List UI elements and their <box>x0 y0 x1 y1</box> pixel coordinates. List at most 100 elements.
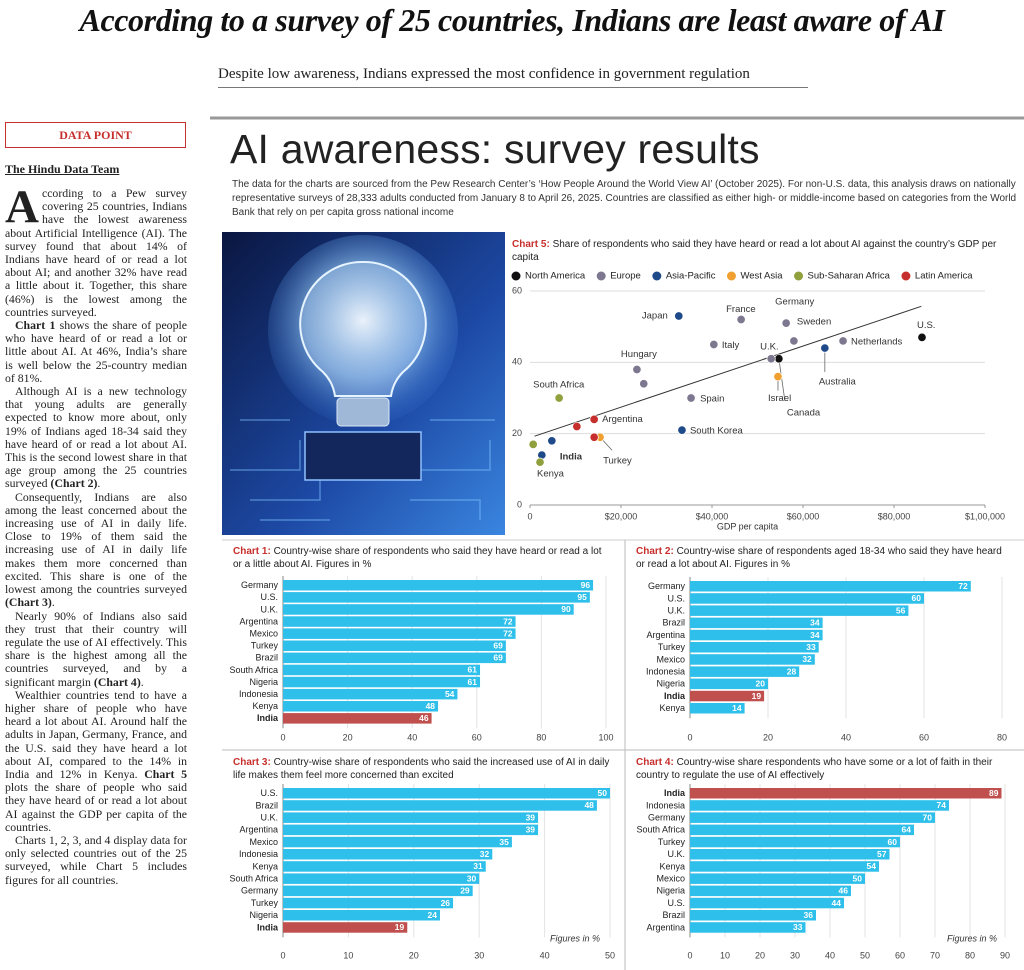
legend-label: Europe <box>610 271 641 282</box>
value-label: 60 <box>888 837 898 847</box>
point <box>781 318 791 328</box>
value-label: 48 <box>584 800 594 810</box>
bar <box>283 897 454 909</box>
point <box>589 414 599 424</box>
bar <box>283 812 539 823</box>
point <box>709 339 719 350</box>
value-label: 28 <box>787 666 797 676</box>
value-label: 72 <box>503 616 513 626</box>
y-tick-label: 20 <box>512 428 522 438</box>
bar <box>283 885 473 897</box>
text-run: . <box>140 674 144 689</box>
category-label: India <box>257 713 279 723</box>
subhead: Despite low awareness, Indians expressed… <box>218 66 808 88</box>
value-label: 95 <box>577 592 587 602</box>
bar <box>690 836 900 848</box>
category-label: Turkey <box>251 641 279 651</box>
circuit-lines <box>230 419 495 521</box>
point <box>572 421 582 432</box>
point-label: Italy <box>722 340 740 351</box>
value-label: 69 <box>493 641 503 651</box>
bold-run: Chart 1 <box>15 318 56 333</box>
bar <box>283 922 408 933</box>
category-label: India <box>664 788 686 798</box>
point <box>535 457 545 467</box>
category-label: Brazil <box>255 800 278 810</box>
category-label: Indonesia <box>646 800 685 810</box>
bar <box>283 688 458 700</box>
category-label: Mexico <box>656 874 685 884</box>
point-label: U.S. <box>917 320 935 331</box>
point-label: Japan <box>642 310 668 321</box>
category-label: U.K. <box>667 606 685 616</box>
x-axis-label: GDP per capita <box>717 521 778 531</box>
legend-marker <box>596 271 606 281</box>
x-tick-label: 20 <box>343 732 353 742</box>
category-label: Kenya <box>252 861 278 871</box>
point-label: South Africa <box>533 380 585 391</box>
bold-run: (Chart 3) <box>5 595 52 610</box>
note: Figures in % <box>947 933 997 943</box>
value-label: 36 <box>804 910 814 920</box>
bar <box>283 910 440 921</box>
value-label: 96 <box>581 580 591 590</box>
category-label: South Africa <box>229 874 278 884</box>
bar <box>283 676 481 688</box>
point <box>639 379 649 389</box>
paragraph: Charts 1, 2, 3, and 4 display data for o… <box>5 833 187 887</box>
category-label: Nigeria <box>249 910 278 920</box>
category-label: Turkey <box>658 837 686 847</box>
legend-label: Latin America <box>915 271 973 282</box>
chart-label: Chart 4: <box>636 757 674 768</box>
value-label: 35 <box>499 837 509 847</box>
panel-title: AI awareness: survey results <box>230 126 760 172</box>
point-label: Kenya <box>537 469 565 480</box>
chip <box>304 431 422 481</box>
point-label: Australia <box>819 377 857 388</box>
point <box>774 354 784 364</box>
legend-marker <box>901 271 911 281</box>
article-body: According to a Pew survey covering 25 co… <box>5 187 187 970</box>
x-tick-label: 80 <box>997 732 1007 742</box>
text-run: shows the share of people who have heard… <box>5 318 187 385</box>
x-tick-label: 60 <box>895 950 905 960</box>
point-label: Hungary <box>621 349 657 360</box>
value-label: 54 <box>867 861 877 871</box>
bar <box>283 640 506 651</box>
illustration <box>222 232 505 535</box>
point <box>674 311 684 321</box>
value-label: 61 <box>468 677 478 687</box>
x-tick-label: 40 <box>540 950 550 960</box>
x-tick-label: $80,000 <box>878 511 911 521</box>
category-label: U.S. <box>667 898 685 908</box>
trendline <box>534 305 922 437</box>
category-label: Germany <box>241 886 279 896</box>
chart-label: Chart 3: <box>233 757 271 768</box>
x-tick-label: 0 <box>280 950 285 960</box>
value-label: 54 <box>445 689 455 699</box>
value-label: 50 <box>598 788 608 798</box>
bar <box>690 666 800 677</box>
paragraph: Chart 1 shows the share of people who ha… <box>5 318 187 385</box>
bar <box>283 592 590 603</box>
category-label: South Africa <box>229 665 278 675</box>
category-label: Nigeria <box>249 677 278 687</box>
point <box>917 332 927 342</box>
point <box>589 432 599 442</box>
x-tick-label: 40 <box>407 732 417 742</box>
chart-title: Chart 3: Country-wise share of responden… <box>233 756 613 782</box>
category-label: Germany <box>241 580 279 590</box>
category-label: Brazil <box>255 653 278 663</box>
bar <box>283 800 597 811</box>
category-label: U.S. <box>260 788 278 798</box>
value-label: 26 <box>441 898 451 908</box>
legend-label: Sub-Saharan Africa <box>808 271 891 282</box>
bar <box>690 861 879 872</box>
value-label: 32 <box>802 654 812 664</box>
chart-title: Chart 4: Country-wise share respondents … <box>636 756 1011 782</box>
value-label: 14 <box>732 703 742 713</box>
x-tick-label: 90 <box>1000 950 1010 960</box>
chart-title: Chart 1: Country-wise share of responden… <box>233 545 613 571</box>
bold-run: (Chart 4) <box>93 674 141 689</box>
